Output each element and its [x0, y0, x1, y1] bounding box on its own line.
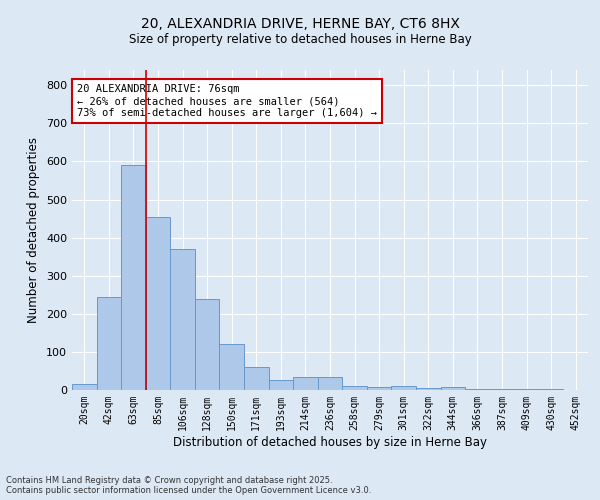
Bar [72, 384, 97, 390]
Bar [539, 389, 563, 390]
Bar [195, 298, 220, 390]
Text: 20 ALEXANDRIA DRIVE: 76sqm
← 26% of detached houses are smaller (564)
73% of sem: 20 ALEXANDRIA DRIVE: 76sqm ← 26% of deta… [77, 84, 377, 117]
Text: 20, ALEXANDRIA DRIVE, HERNE BAY, CT6 8HX: 20, ALEXANDRIA DRIVE, HERNE BAY, CT6 8HX [140, 18, 460, 32]
Y-axis label: Number of detached properties: Number of detached properties [28, 137, 40, 323]
Bar [391, 386, 416, 390]
Bar [440, 387, 465, 390]
Bar [342, 386, 367, 390]
Bar [465, 389, 490, 390]
Bar [97, 296, 121, 390]
Bar [269, 380, 293, 390]
Bar [318, 376, 342, 390]
Bar [170, 249, 195, 390]
Bar [121, 165, 146, 390]
Bar [490, 389, 514, 390]
Bar [416, 388, 440, 390]
Bar [367, 387, 391, 390]
Text: Contains HM Land Registry data © Crown copyright and database right 2025.
Contai: Contains HM Land Registry data © Crown c… [6, 476, 371, 495]
X-axis label: Distribution of detached houses by size in Herne Bay: Distribution of detached houses by size … [173, 436, 487, 448]
Bar [293, 376, 318, 390]
Text: Size of property relative to detached houses in Herne Bay: Size of property relative to detached ho… [128, 32, 472, 46]
Bar [244, 367, 269, 390]
Bar [146, 216, 170, 390]
Bar [514, 389, 539, 390]
Bar [220, 344, 244, 390]
